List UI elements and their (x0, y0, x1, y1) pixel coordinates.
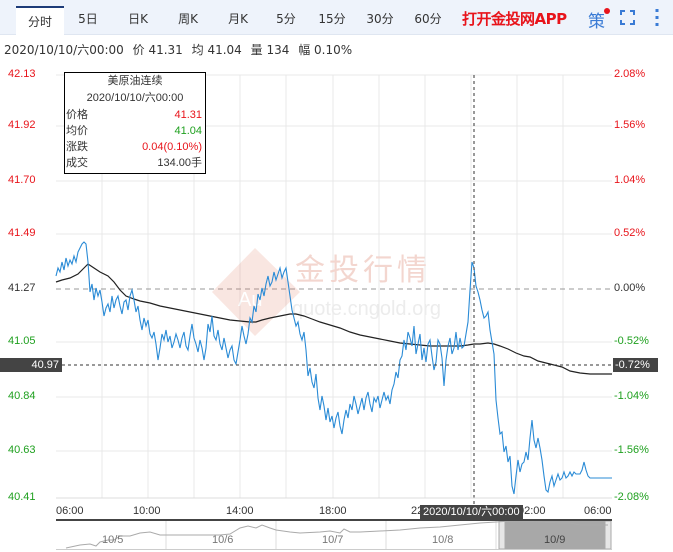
period-tab-bar: 分时 5日 日K 周K 月K 5分 15分 30分 60分 打开金投网APP 策 (0, 0, 673, 36)
navigator-chart (65, 520, 612, 550)
y-tick-right: 0.52% (614, 227, 646, 239)
x-tick: 02:00 (518, 505, 546, 517)
x-tick: 14:00 (226, 505, 254, 517)
strategy-icon[interactable]: 策 (588, 12, 605, 32)
quote-tooltip: 美原油连续 2020/10/10/六00:00 价格 41.31 均价 41.0… (64, 72, 206, 174)
tab-60min[interactable]: 60分 (414, 12, 442, 26)
x-tick: 10:00 (133, 505, 161, 517)
navigator-label: 10/5 (102, 534, 124, 546)
tooltip-value: 0.04(0.10%) (142, 141, 202, 153)
y-tick-right: 0.00% (614, 282, 646, 294)
y-tick-right: -1.04% (614, 390, 649, 402)
notification-dot (604, 8, 610, 14)
tab-30min[interactable]: 30分 (366, 12, 394, 26)
tooltip-label: 涨跌 (66, 141, 88, 153)
crosshair-pct-tag: -0.72% (613, 358, 658, 372)
navigator-selection (499, 521, 609, 549)
watermark-cn: 金投行情 (295, 253, 431, 288)
svg-text:Au: Au (238, 289, 262, 311)
tooltip-row-change: 涨跌 0.04(0.10%) (65, 139, 205, 155)
tooltip-row-volume: 成交 134.00手 (65, 155, 205, 171)
tab-daily-k[interactable]: 日K (128, 12, 148, 26)
y-tick-left: 41.27 (8, 282, 36, 294)
tab-5min[interactable]: 5分 (276, 12, 296, 26)
avg-price-line (55, 263, 612, 375)
x-tick: 06:00 (56, 505, 84, 517)
info-datetime: 2020/10/10/六00:00 (4, 43, 124, 57)
tooltip-value: 134.00手 (157, 157, 202, 169)
fullscreen-icon[interactable] (620, 10, 635, 25)
y-tick-right: 1.04% (614, 174, 646, 186)
y-tick-right: -1.56% (614, 444, 649, 456)
info-avg: 均 41.04 (191, 43, 242, 57)
y-tick-left: 41.92 (8, 119, 36, 131)
y-tick-right: -2.08% (614, 491, 649, 503)
y-tick-left: 40.84 (8, 390, 36, 402)
tooltip-row-price: 价格 41.31 (65, 107, 205, 123)
tooltip-value: 41.04 (174, 125, 202, 137)
open-app-link[interactable]: 打开金投网APP (462, 10, 567, 28)
y-tick-left: 41.70 (8, 174, 36, 186)
x-tick: 06:00 (584, 505, 612, 517)
tooltip-value: 41.31 (174, 109, 202, 121)
crosshair-price-tag: 40.97 (0, 358, 62, 372)
navigator-label: 10/7 (322, 534, 344, 546)
navigator-label: 10/8 (432, 534, 454, 546)
tab-monthly-k[interactable]: 月K (228, 12, 248, 26)
tooltip-datetime: 2020/10/10/六00:00 (86, 92, 184, 104)
navigator-label: 10/9 (544, 534, 566, 546)
quote-info-line: 2020/10/10/六00:00 价 41.31 均 41.04 量 134 … (4, 41, 357, 58)
tooltip-row-avg: 均价 41.04 (65, 123, 205, 139)
tab-weekly-k[interactable]: 周K (178, 12, 198, 26)
info-change: 幅 0.10% (298, 43, 353, 57)
tab-intraday[interactable]: 分时 (16, 6, 64, 36)
y-tick-left: 41.05 (8, 335, 36, 347)
tab-5day[interactable]: 5日 (78, 12, 98, 26)
y-tick-left: 42.13 (8, 68, 36, 80)
y-tick-right: -0.52% (614, 335, 649, 347)
info-volume: 量 134 (250, 43, 290, 57)
crosshair-time-tag: 2020/10/10/六00:00 (420, 505, 523, 519)
watermark-logo: Au (212, 248, 300, 336)
tab-15min[interactable]: 15分 (318, 12, 346, 26)
tooltip-title: 美原油连续 (107, 75, 163, 87)
x-tick: 18:00 (319, 505, 347, 517)
watermark-url: quote.cngold.org (292, 298, 441, 320)
info-price: 价 41.31 (132, 43, 183, 57)
tooltip-label: 均价 (66, 125, 88, 137)
y-tick-left: 41.49 (8, 227, 36, 239)
tooltip-label: 成交 (66, 157, 88, 169)
navigator-label: 10/6 (212, 534, 234, 546)
y-tick-left: 40.63 (8, 444, 36, 456)
tooltip-label: 价格 (66, 109, 88, 121)
time-navigator[interactable] (56, 519, 612, 550)
y-tick-right: 2.08% (614, 68, 646, 80)
price-line (55, 241, 612, 495)
y-tick-right: 1.56% (614, 119, 646, 131)
more-vertical-icon[interactable] (655, 9, 659, 26)
y-tick-left: 40.41 (8, 491, 36, 503)
